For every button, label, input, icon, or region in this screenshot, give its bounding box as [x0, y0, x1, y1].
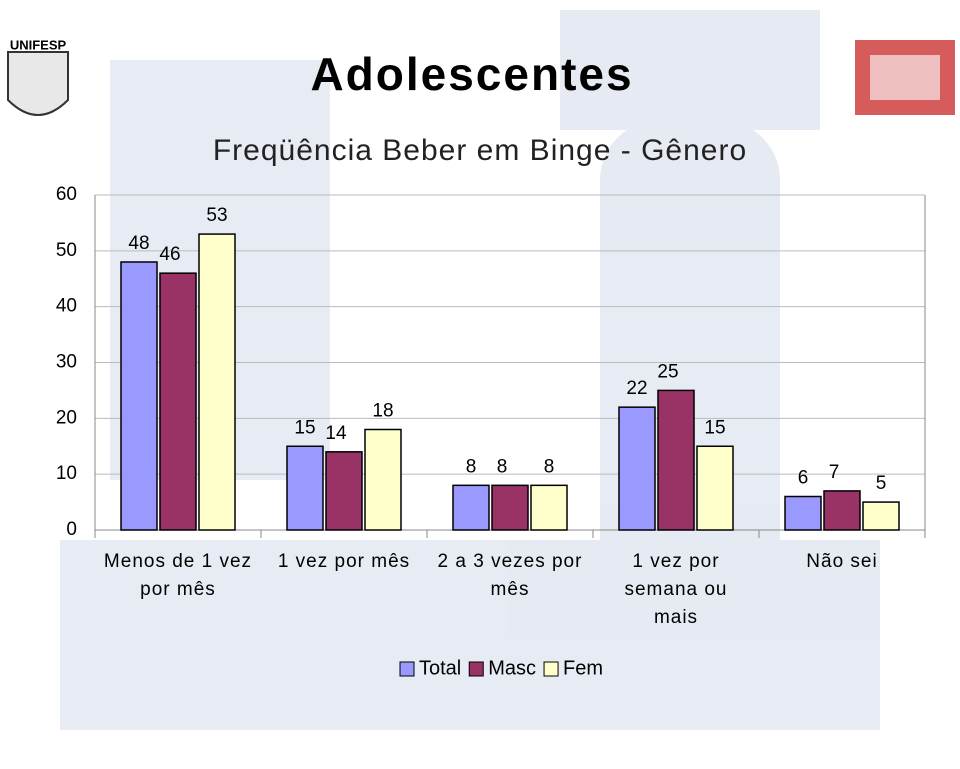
- data-label: 15: [294, 417, 315, 438]
- background-decor: [60, 10, 880, 730]
- legend-swatch: [543, 661, 559, 677]
- x-tick-label: Menos de 1 vez por mês: [103, 551, 253, 600]
- legend-label: Fem: [563, 657, 603, 679]
- bar: [784, 495, 822, 531]
- data-label: 6: [798, 468, 809, 489]
- y-tick-label: 50: [56, 240, 77, 261]
- logo-text: UNIFESP: [10, 37, 67, 52]
- logo-left: UNIFESP: [7, 37, 69, 116]
- y-tick-label: 10: [56, 463, 77, 484]
- data-label: 18: [372, 401, 393, 422]
- bar: [491, 484, 529, 531]
- legend-label: Total: [419, 657, 461, 679]
- bar: [862, 501, 900, 531]
- y-tick-label: 60: [56, 184, 77, 205]
- data-label: 25: [657, 361, 678, 382]
- bar: [286, 445, 324, 531]
- bar: [452, 484, 490, 531]
- bar: [618, 406, 656, 531]
- bar: [823, 490, 861, 531]
- x-tick-label: Não sei: [806, 551, 878, 572]
- data-label: 15: [704, 417, 725, 438]
- data-label: 8: [497, 456, 508, 477]
- logo-right: [855, 40, 955, 115]
- bar: [198, 233, 236, 531]
- data-label: 14: [325, 423, 347, 444]
- bar: [159, 272, 197, 531]
- bar: [657, 389, 695, 531]
- data-label: 7: [829, 462, 840, 483]
- bar: [530, 484, 568, 531]
- bar: [364, 428, 402, 531]
- data-label: 8: [466, 456, 477, 477]
- bar: [696, 445, 734, 531]
- data-label: 22: [626, 378, 647, 399]
- chart-subtitle: Freqüência Beber em Binge - Gênero: [213, 134, 747, 167]
- y-tick-label: 30: [56, 352, 77, 373]
- x-tick-label: 2 a 3 vezes por mês: [437, 551, 583, 600]
- y-tick-label: 20: [56, 407, 77, 428]
- data-label: 46: [159, 244, 180, 265]
- legend-swatch: [399, 661, 415, 677]
- bar: [120, 261, 158, 531]
- bar: [325, 451, 363, 531]
- data-label: 53: [206, 205, 227, 226]
- data-label: 8: [544, 456, 555, 477]
- data-label: 48: [128, 233, 149, 254]
- y-tick-label: 40: [56, 296, 77, 317]
- data-label: 5: [876, 473, 887, 494]
- legend-swatch: [468, 661, 484, 677]
- x-tick-label: 1 vez por semana ou mais: [624, 551, 728, 628]
- legend-label: Masc: [488, 657, 536, 679]
- chart-title: Adolescentes: [310, 48, 633, 100]
- x-tick-label: 1 vez por mês: [277, 551, 411, 572]
- y-tick-label: 0: [66, 519, 77, 540]
